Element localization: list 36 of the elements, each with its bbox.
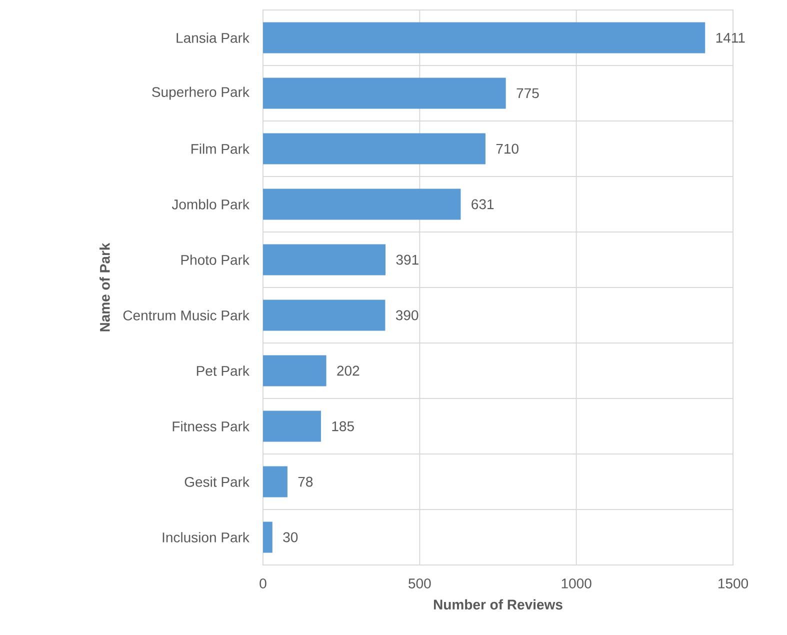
data-label: 1411 [716,32,745,43]
data-label: 202 [337,366,360,376]
data-label: 631 [472,199,494,210]
y-tick-label: Jomblo Park [172,199,250,210]
bar [263,188,461,220]
data-label: 185 [332,421,354,432]
data-label: 30 [283,532,298,542]
data-label: 710 [496,144,518,154]
data-label: 78 [298,476,313,487]
bar [263,78,506,109]
y-tick-label: Inclusion Park [162,532,250,542]
y-tick-label: Gesit Park [184,476,250,487]
y-axis-title: Name of Park [100,242,110,332]
y-tick-label: Superhero Park [152,86,250,100]
x-tick-label: 1500 [718,578,748,588]
x-axis-title: Number of Reviews [434,599,562,610]
bar [263,410,321,442]
bar [263,466,288,498]
y-tick-label: Photo Park [181,254,250,265]
y-tick-label: Pet Park [196,366,250,376]
x-tick-label: 500 [408,578,431,588]
bar [263,244,386,276]
x-tick-label: 0 [260,578,266,588]
data-label: 390 [396,310,418,320]
y-tick-label: Fitness Park [172,421,250,432]
x-tick-label: 1000 [562,578,592,588]
bar [263,133,486,164]
bar [263,300,386,331]
bar [263,355,326,386]
data-label: 391 [396,254,418,265]
y-tick-label: Film Park [192,144,250,154]
y-tick-label: Lansia Park [176,32,250,43]
y-tick-label: Centrum Music Park [123,310,250,320]
bar [263,522,272,553]
bar [263,22,706,54]
data-label: 775 [516,88,539,98]
